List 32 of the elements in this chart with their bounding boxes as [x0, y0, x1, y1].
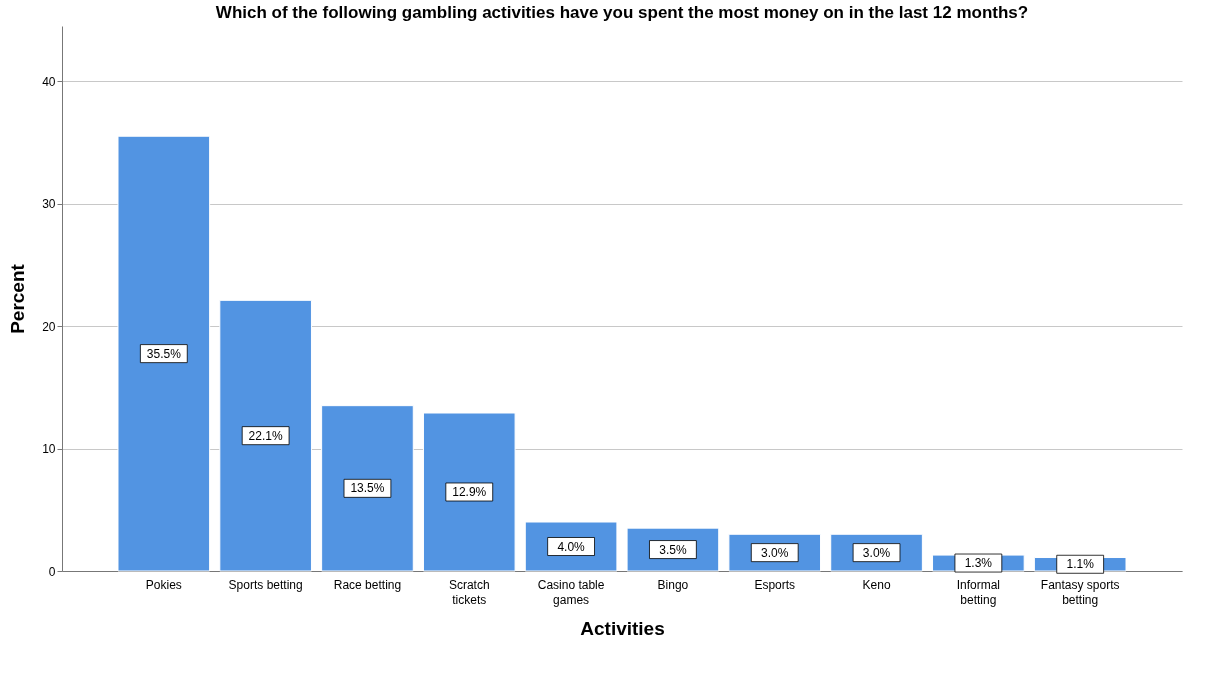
- x-tick-label: Race betting: [333, 577, 402, 592]
- bar: [117, 135, 211, 572]
- y-tick-label: 20: [42, 319, 56, 334]
- x-tick-label: Sports betting: [228, 577, 303, 592]
- data-label: 1.1%: [1066, 557, 1095, 572]
- data-label: 3.0%: [761, 545, 789, 560]
- bar: [219, 299, 312, 572]
- y-tick-label: 10: [42, 442, 56, 457]
- x-tick-label: Informal betting: [956, 577, 1001, 607]
- data-label: 1.3%: [964, 556, 993, 571]
- data-label: 3.0%: [862, 545, 891, 560]
- x-tick-label: Esports: [754, 577, 796, 592]
- x-tick-label: Pokies: [145, 577, 182, 592]
- y-tick-label: 40: [42, 74, 56, 89]
- x-tick-label: Keno: [862, 577, 891, 592]
- data-label: 35.5%: [146, 346, 182, 361]
- x-tick-label: Bingo: [657, 577, 689, 592]
- bar: [422, 412, 516, 572]
- y-tick-label: 0: [48, 564, 56, 579]
- data-label: 13.5%: [350, 481, 385, 496]
- x-tick-label: Casino table games: [537, 577, 605, 607]
- x-tick-label: Scratch tickets: [448, 577, 490, 607]
- data-label: 4.0%: [557, 539, 586, 554]
- data-label: 12.9%: [452, 485, 487, 500]
- y-tick-label: 30: [42, 197, 56, 212]
- bar: [321, 405, 414, 572]
- data-label: 22.1%: [248, 428, 283, 443]
- y-axis-title: Percent: [7, 263, 29, 334]
- x-tick-label: Fantasy sports betting: [1040, 577, 1120, 607]
- data-label: 3.5%: [659, 542, 687, 557]
- chart-title: Which of the following gambling activities have you spent the most money on in the last 12 months?: [215, 3, 1029, 22]
- x-axis-title: Activities: [580, 617, 665, 639]
